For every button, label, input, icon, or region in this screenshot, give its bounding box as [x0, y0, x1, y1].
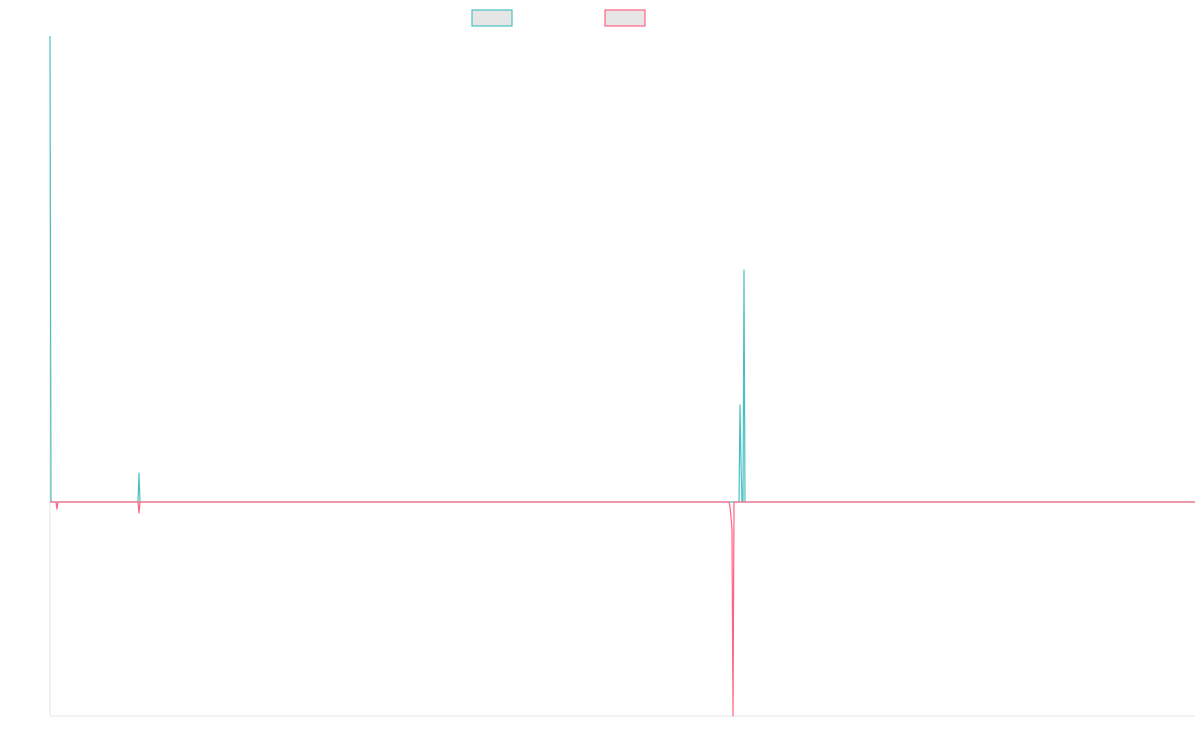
series-line-1 [49, 35, 1195, 503]
series-layer [49, 35, 1195, 717]
legend [471, 9, 646, 27]
legend-item-1[interactable] [471, 9, 513, 27]
legend-swatch-1 [471, 9, 513, 27]
series-line-2 [50, 501, 1195, 717]
legend-swatch-2 [604, 9, 646, 27]
legend-item-2[interactable] [604, 9, 646, 27]
